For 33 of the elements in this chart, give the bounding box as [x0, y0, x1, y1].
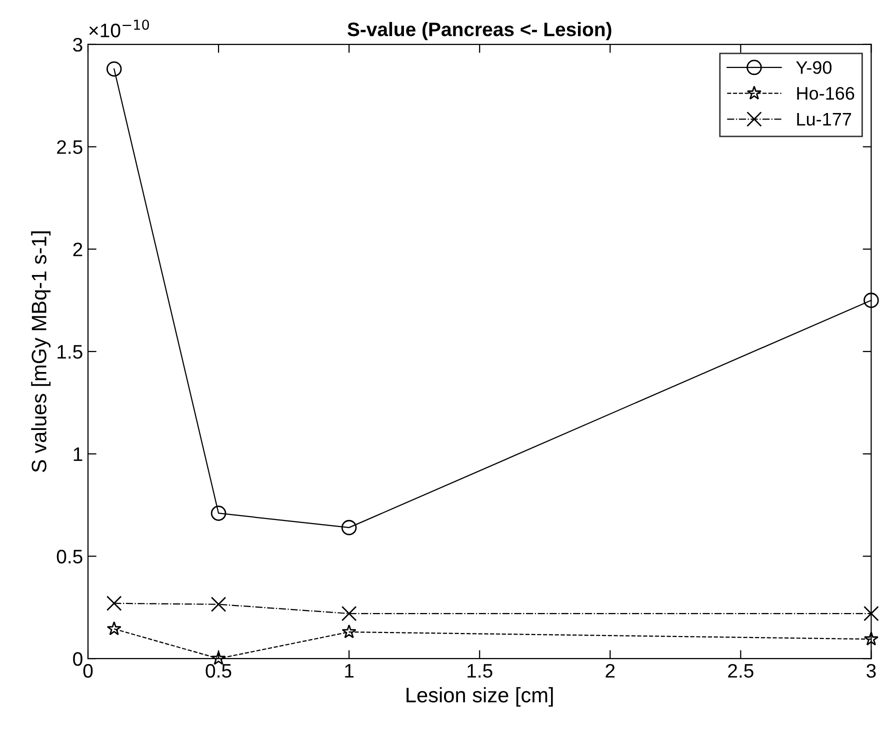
x-tick-label: 0.5	[206, 664, 232, 678]
y-tick-label: 3	[73, 38, 82, 52]
point	[864, 606, 879, 622]
x-tick-label: 0	[83, 664, 93, 678]
point	[341, 520, 357, 536]
x-tick-label: 2	[606, 664, 615, 678]
y-tick-label: 0.5	[56, 550, 82, 564]
point	[864, 292, 879, 308]
legend-label: Y-90	[796, 61, 832, 74]
y-tick-label: 1.5	[58, 345, 82, 359]
y-tick-label: 0	[73, 652, 82, 666]
point	[210, 596, 226, 612]
point	[211, 650, 226, 665]
point	[106, 61, 122, 77]
y-axis-title: S values [mGy MBq-1 s-1]	[31, 231, 51, 472]
point	[106, 596, 122, 611]
x-tick-label: 1.5	[468, 664, 492, 678]
x-tick-label: 1	[345, 664, 354, 678]
legend-label: Lu-177	[797, 113, 852, 126]
y-tick-label: 2.5	[57, 140, 82, 154]
y-tick-label: 1	[74, 448, 82, 461]
legend-label: Ho-166	[797, 86, 854, 100]
x-axis-title: Lesion size [cm]	[406, 687, 553, 707]
x-tick-label: 2.5	[728, 664, 754, 678]
point	[864, 632, 878, 646]
point	[210, 506, 226, 521]
chart-title: S-value (Pancreas <- Lesion)	[348, 22, 612, 40]
point	[342, 624, 356, 638]
text: ×10$^{−10}$	[89, 20, 149, 38]
x-tick-label: 3	[866, 664, 876, 678]
y-tick-label: 2	[73, 242, 82, 256]
point	[341, 606, 357, 622]
point	[106, 621, 122, 636]
